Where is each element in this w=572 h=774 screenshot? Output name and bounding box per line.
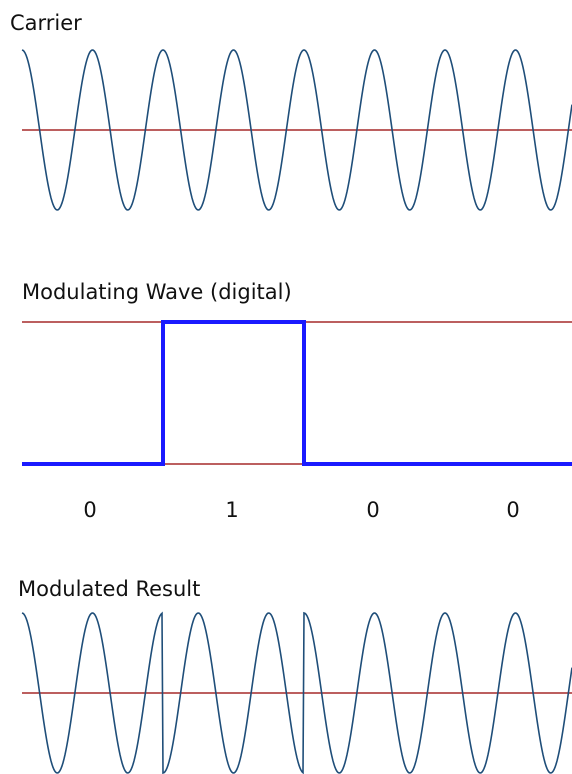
modulating-title: Modulating Wave (digital) xyxy=(22,280,292,304)
digital-square-wave xyxy=(22,320,572,466)
bit-label-2: 1 xyxy=(225,498,238,522)
carrier-wave xyxy=(21,49,572,211)
bit-label-1: 0 xyxy=(83,498,96,522)
bit-label-3: 0 xyxy=(366,498,379,522)
result-panel: Modulated Result xyxy=(18,577,572,774)
result-title: Modulated Result xyxy=(18,577,200,601)
modulating-panel: Modulating Wave (digital) 0 1 0 0 xyxy=(22,280,572,522)
bit-label-4: 0 xyxy=(506,498,519,522)
modulated-wave xyxy=(21,611,572,774)
carrier-title: Carrier xyxy=(10,11,82,35)
carrier-panel: Carrier xyxy=(10,11,572,211)
